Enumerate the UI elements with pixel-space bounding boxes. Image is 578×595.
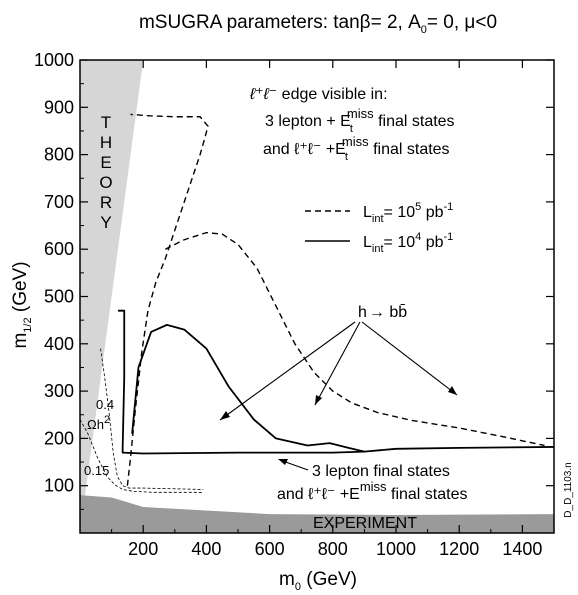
edge-line-1: 3 lepton + Etmiss final states (265, 106, 455, 135)
hbb-arrowhead-left (220, 411, 230, 420)
y-axis-label: m1/2 (GeV) (10, 261, 34, 348)
theory-letter-3: O (99, 173, 112, 192)
legend-entry-1e4: Lint= 104 pb-1 (363, 231, 453, 255)
y-tick-label-700: 700 (44, 192, 74, 212)
y-tick-label-800: 800 (44, 145, 74, 165)
theory-letter-2: E (100, 153, 111, 172)
x-tick-label-1400: 1400 (502, 539, 542, 559)
y-tick-label-900: 900 (44, 97, 74, 117)
axis-ticks: 200 400 600 800 1000 1200 1400 100 200 300 400 500 6… (34, 50, 554, 559)
omega-contours (80, 348, 204, 494)
y-tick-label-200: 200 (44, 428, 74, 448)
theory-region (80, 60, 144, 533)
edge-header: ℓ⁺ℓ⁻ edge visible in: (249, 86, 388, 103)
y-tick-label-1000: 1000 (34, 50, 74, 70)
theory-letter-5: Y (100, 213, 111, 232)
y-tick-label-300: 300 (44, 381, 74, 401)
hbb-arrow-right (361, 321, 458, 396)
y-tick-label-100: 100 (44, 476, 74, 496)
hbb-arrow-left (219, 321, 356, 421)
y-tick-label-500: 500 (44, 287, 74, 307)
hbb-arrowhead-mid (315, 395, 322, 405)
y-tick-label-400: 400 (44, 334, 74, 354)
omega-04-label: 0.4 (96, 397, 114, 412)
series-dashed-0 (126, 113, 209, 486)
theory-letter-1: H (100, 133, 112, 152)
legend: Lint= 105 pb-1 Lint= 104 pb-1 (305, 201, 453, 255)
x-tick-label-600: 600 (255, 539, 285, 559)
hbb-arrowhead-right (448, 386, 457, 395)
x-tick-label-1200: 1200 (439, 539, 479, 559)
legend-entry-1e5: Lint= 105 pb-1 (363, 201, 453, 225)
omega-contour-0 (100, 348, 204, 490)
omega-015-label: 0.15 (84, 463, 109, 478)
three-lepton-label-2: and ℓ⁺ℓ⁻ +Emiss final states (277, 479, 468, 503)
x-tick-label-1000: 1000 (376, 539, 416, 559)
hbb-label: h → bb̄ (358, 304, 407, 321)
series-layer (117, 113, 554, 486)
series-solid-3 (131, 323, 365, 453)
omega-label: Ωh2 (87, 414, 110, 432)
chart-title: mSUGRA parameters: tanβ= 2, A0= 0, μ<0 (139, 12, 497, 36)
theory-letter-0: T (101, 113, 111, 132)
x-tick-label-200: 200 (128, 539, 158, 559)
series-solid-2 (117, 309, 554, 455)
theory-letter-4: R (100, 193, 112, 212)
series-dashed-1 (165, 231, 545, 447)
x-tick-label-400: 400 (191, 539, 221, 559)
y-tick-label-600: 600 (44, 239, 74, 259)
x-tick-label-800: 800 (318, 539, 348, 559)
experiment-label: EXPERIMENT (313, 515, 417, 532)
three-lepton-label: 3 lepton final states (312, 463, 450, 480)
three-lepton-arrowhead (278, 459, 288, 465)
figure-id: D_D_1103.n (563, 462, 574, 517)
x-axis-label: m0 (GeV) (279, 569, 357, 593)
hbb-arrow-mid (314, 321, 361, 406)
edge-line-2: and ℓ⁺ℓ⁻ +Etmiss final states (263, 134, 450, 163)
experiment-region (80, 495, 554, 533)
